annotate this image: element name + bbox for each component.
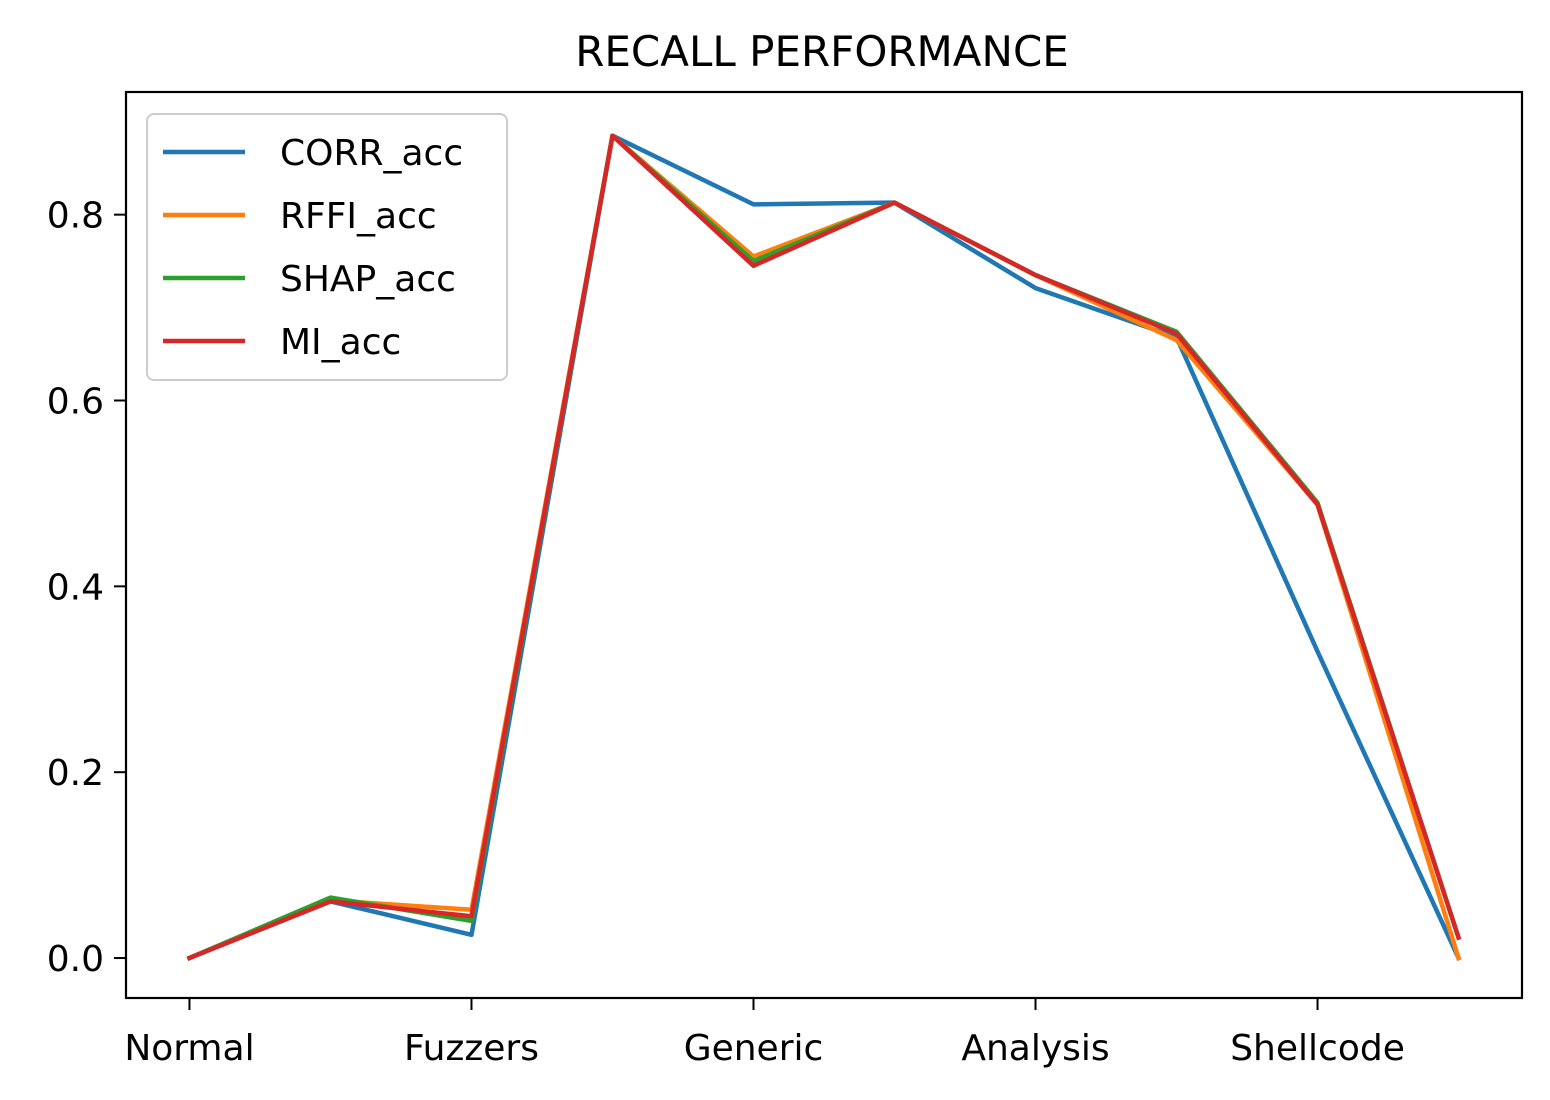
y-tick-label: 0.2 xyxy=(47,753,104,794)
y-tick-label: 0.8 xyxy=(47,196,104,237)
y-tick-label: 0.6 xyxy=(47,382,104,423)
x-tick-label: Generic xyxy=(684,1028,824,1069)
plot-frame xyxy=(124,90,1524,1000)
y-tick-label: 0.0 xyxy=(47,939,104,980)
y-axis: 0.0 0.2 0.4 0.6 0.8 xyxy=(47,196,126,980)
legend-label: SHAP_acc xyxy=(280,259,456,300)
legend-box xyxy=(146,113,508,381)
plot-series xyxy=(186,133,1462,961)
series-line-corr-acc xyxy=(186,133,1462,961)
x-tick-label: Shellcode xyxy=(1230,1028,1405,1069)
y-tick-label: 0.4 xyxy=(47,567,104,608)
x-axis: Normal Fuzzers Generic Analysis Shellcode xyxy=(124,998,1405,1069)
series-line-mi-acc xyxy=(186,133,1462,961)
legend-label: RFFI_acc xyxy=(280,196,437,237)
x-tick-label: Fuzzers xyxy=(404,1028,539,1069)
legend-label: CORR_acc xyxy=(280,133,463,174)
x-tick-label: Normal xyxy=(124,1028,254,1069)
x-tick-label: Analysis xyxy=(961,1028,1109,1069)
chart-title: RECALL PERFORMANCE xyxy=(575,27,1069,76)
legend-label: MI_acc xyxy=(280,322,401,363)
legend: CORR_acc RFFI_acc SHAP_acc MI_acc xyxy=(146,113,508,381)
